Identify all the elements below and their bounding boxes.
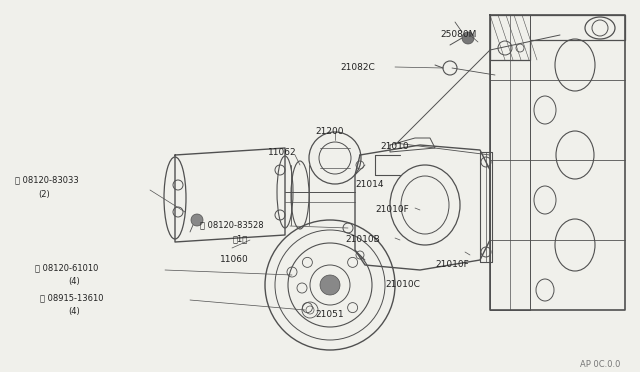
Text: 21200: 21200 <box>315 127 344 136</box>
Text: 21014: 21014 <box>355 180 383 189</box>
Text: 11060: 11060 <box>220 255 249 264</box>
Circle shape <box>191 214 203 226</box>
Text: Ⓑ 08120-83528: Ⓑ 08120-83528 <box>200 220 264 229</box>
Text: Ⓑ 08120-61010: Ⓑ 08120-61010 <box>35 263 99 272</box>
Text: 21010F: 21010F <box>375 205 409 214</box>
Text: 25080M: 25080M <box>440 30 476 39</box>
Text: 21010: 21010 <box>380 142 408 151</box>
Circle shape <box>462 32 474 44</box>
Text: AP 0C.0.0: AP 0C.0.0 <box>580 360 620 369</box>
Text: 21010F: 21010F <box>435 260 468 269</box>
Text: 21051: 21051 <box>316 310 344 319</box>
Text: Ⓟ 08915-13610: Ⓟ 08915-13610 <box>40 293 104 302</box>
Text: 21010B: 21010B <box>345 235 380 244</box>
Text: 11062: 11062 <box>268 148 296 157</box>
Text: 21010C: 21010C <box>385 280 420 289</box>
Text: 21082C: 21082C <box>340 63 375 72</box>
Circle shape <box>320 275 340 295</box>
Text: (2): (2) <box>38 190 50 199</box>
Text: (4): (4) <box>68 307 80 316</box>
Text: (4): (4) <box>68 277 80 286</box>
Text: Ⓑ 08120-83033: Ⓑ 08120-83033 <box>15 175 79 184</box>
Text: （1）: （1） <box>233 234 248 243</box>
